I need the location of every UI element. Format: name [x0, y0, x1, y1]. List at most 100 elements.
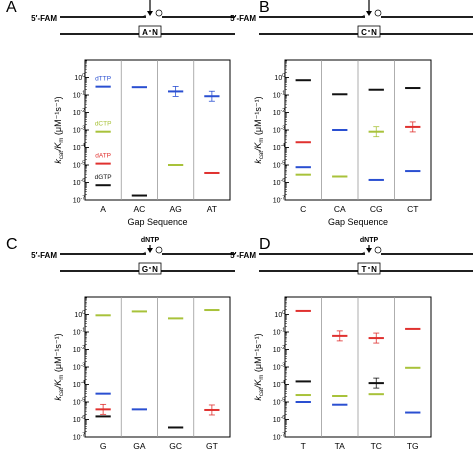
y-tick-label: 100: [74, 73, 85, 82]
y-tick-label: 10-3: [73, 363, 85, 372]
x-tick-label: AC: [133, 204, 145, 214]
y-tick-label: 10-1: [273, 91, 285, 100]
x-tick-label: TA: [335, 441, 346, 451]
x-tick-label: GC: [169, 441, 182, 451]
y-tick-label: 10-4: [273, 143, 285, 152]
primer-tick: [141, 14, 147, 18]
primer-label: 5′-FAM: [230, 251, 256, 260]
primer-tick: [360, 14, 366, 18]
template-base-left: A: [142, 28, 148, 37]
template-base-right: N: [371, 28, 377, 37]
y-tick-label: 10-4: [273, 380, 285, 389]
x-tick-label: CG: [370, 204, 383, 214]
y-tick-label: 10-4: [73, 143, 85, 152]
y-axis-label: kcat/Km (μM⁻¹s⁻¹): [253, 333, 265, 400]
primer-tick: [141, 251, 147, 255]
y-tick-label: 10-2: [73, 108, 85, 117]
y-tick-label: 10-6: [73, 178, 85, 187]
y-tick-label: 10-5: [273, 398, 285, 407]
arrow-head: [147, 11, 153, 16]
schematic: 5′-FAM dNTP T N: [230, 237, 473, 275]
schematic: 5′-FAM dNTP G N: [31, 237, 235, 275]
y-tick-label: 10-1: [73, 328, 85, 337]
y-axis-label: kcat/Km (μM⁻¹s⁻¹): [53, 333, 65, 400]
dntp-label: dNTP: [141, 237, 160, 244]
y-axis-label: kcat/Km (μM⁻¹s⁻¹): [253, 96, 265, 163]
separator-dot: [149, 30, 151, 32]
y-tick-label: 10-5: [73, 398, 85, 407]
x-tick-label: GT: [206, 441, 218, 451]
x-tick-label: TC: [371, 441, 382, 451]
y-tick-label: 10-6: [73, 415, 85, 424]
panel-letter: A: [6, 0, 17, 16]
y-tick-label: 10-5: [273, 161, 285, 170]
y-tick-label: 10-6: [273, 415, 285, 424]
x-tick-label: GA: [133, 441, 146, 451]
x-tick-label: TG: [407, 441, 419, 451]
primer-tick: [360, 251, 366, 255]
legend-label-datp: dATP: [95, 153, 111, 160]
phosphate-icon: [155, 246, 163, 254]
template-base-right: N: [371, 265, 377, 274]
y-tick-label: 10-2: [73, 345, 85, 354]
separator-dot: [368, 30, 370, 32]
arrow-head: [366, 11, 372, 16]
panel-letter: C: [6, 236, 18, 253]
y-tick-label: 10-7: [73, 433, 85, 442]
primer-label: 5′-FAM: [230, 14, 256, 23]
y-tick-label: 10-7: [273, 196, 285, 205]
phosphate-icon: [374, 9, 382, 17]
y-axis-label: kcat/Km (μM⁻¹s⁻¹): [53, 96, 65, 163]
y-tick-label: 10-3: [273, 363, 285, 372]
y-tick-label: 10-1: [273, 328, 285, 337]
separator-dot: [368, 267, 370, 269]
dntp-label: dNTP: [360, 237, 379, 244]
x-axis-label: Gap Sequence: [127, 217, 187, 227]
primer-label: 5′-FAM: [31, 14, 57, 23]
y-tick-label: 100: [274, 73, 285, 82]
y-tick-label: 10-3: [273, 126, 285, 135]
panel-letter: D: [259, 236, 271, 253]
legend-label-dgtp: dGTP: [95, 174, 112, 181]
template-base-left: T: [362, 265, 367, 274]
y-tick-label: 10-6: [273, 178, 285, 187]
y-tick-label: 10-2: [273, 345, 285, 354]
x-tick-label: T: [301, 441, 306, 451]
primer-label: 5′-FAM: [31, 251, 57, 260]
arrow-head: [147, 248, 153, 253]
y-tick-label: 10-3: [73, 126, 85, 135]
x-tick-label: CA: [334, 204, 346, 214]
y-tick-label: 10-1: [73, 91, 85, 100]
template-base-right: N: [152, 28, 158, 37]
arrow-head: [366, 248, 372, 253]
phosphate-icon: [374, 246, 382, 254]
template-base-left: G: [142, 265, 148, 274]
x-tick-label: CT: [407, 204, 418, 214]
y-tick-label: 10-7: [273, 433, 285, 442]
x-tick-label: A: [100, 204, 106, 214]
x-tick-label: G: [100, 441, 107, 451]
x-tick-label: AT: [207, 204, 217, 214]
template-base-left: C: [361, 28, 367, 37]
schematic: 5′-FAM A N: [31, 0, 235, 38]
y-tick-label: 100: [274, 310, 285, 319]
x-axis-label: Gap Sequence: [328, 217, 388, 227]
y-tick-label: 10-5: [73, 161, 85, 170]
y-tick-label: 10-7: [73, 196, 85, 205]
panel-letter: B: [259, 0, 270, 16]
separator-dot: [149, 267, 151, 269]
schematic: 5′-FAM C N: [230, 0, 473, 38]
legend-label-dctp: dCTP: [95, 121, 112, 128]
x-tick-label: C: [300, 204, 306, 214]
y-tick-label: 10-4: [73, 380, 85, 389]
phosphate-icon: [155, 9, 163, 17]
template-base-right: N: [152, 265, 158, 274]
y-tick-label: 100: [74, 310, 85, 319]
legend-label-dttp: dTTP: [95, 76, 111, 83]
